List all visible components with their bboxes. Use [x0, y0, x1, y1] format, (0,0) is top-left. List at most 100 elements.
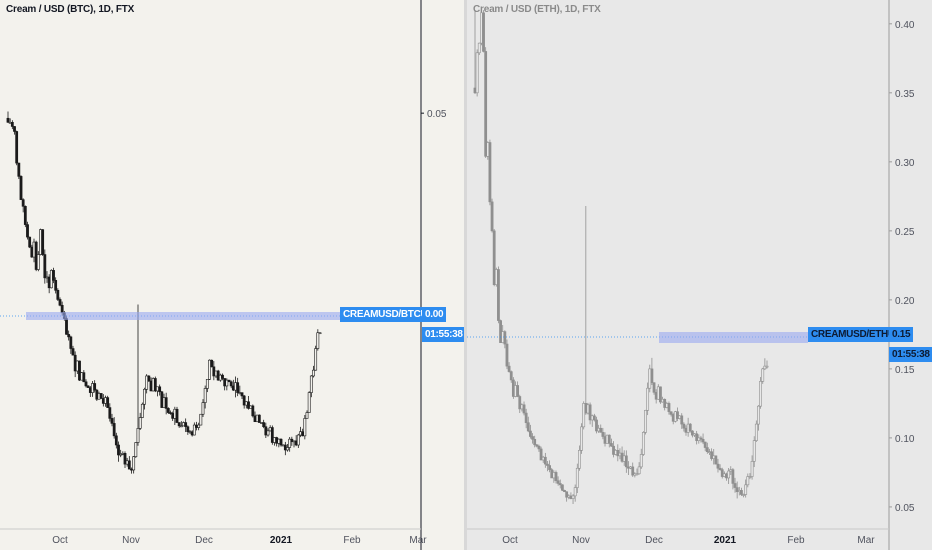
candle-body	[236, 382, 240, 393]
candle-body	[631, 466, 635, 476]
candle-body	[279, 438, 283, 446]
resistance-zone	[26, 312, 340, 320]
pane-divider[interactable]	[464, 0, 467, 550]
candle-body	[82, 372, 86, 383]
candle-body	[123, 453, 127, 465]
candle-body	[136, 428, 140, 443]
candle-body	[533, 438, 537, 446]
candle-body	[247, 401, 250, 409]
candle-body	[78, 360, 81, 381]
candle-body	[518, 396, 522, 410]
price-tag-btc: 0.00	[422, 307, 447, 322]
x-tick-label: Mar	[857, 535, 875, 546]
candle-body	[28, 236, 32, 248]
countdown-tag-eth: 01:55:38	[889, 347, 932, 362]
candle-body	[69, 336, 73, 349]
candle-body	[307, 392, 311, 413]
candle-body	[748, 476, 752, 478]
candle-body	[610, 443, 613, 447]
candle-body	[71, 348, 75, 356]
candle-body	[703, 441, 707, 448]
y-tick-label: 0.10	[895, 434, 915, 445]
x-tick-label: Dec	[195, 535, 213, 546]
candle-body	[106, 397, 110, 408]
candle-body	[199, 413, 203, 426]
candle-body	[580, 426, 583, 451]
candle-body	[10, 122, 14, 127]
chart-pane-eth[interactable]: 0.40 0.35 0.30 0.25 0.20 0.15 0.10 0.05 Oct Nov De…	[467, 0, 932, 550]
candle-body	[592, 415, 596, 421]
candle-body	[56, 290, 60, 300]
candle-body	[286, 447, 289, 451]
candle-body	[543, 456, 547, 465]
candle-body	[36, 254, 40, 270]
candle-body	[15, 131, 19, 164]
candle-body	[175, 408, 179, 423]
x-tick-label: Oct	[52, 535, 68, 546]
chart-title-btc: Cream / USD (BTC), 1D, FTX	[6, 4, 135, 15]
candle-body	[624, 455, 628, 468]
candle-body	[503, 331, 507, 345]
candle-body	[312, 369, 315, 377]
y-tick-label: 0.20	[895, 296, 915, 307]
candle-body	[531, 436, 534, 440]
candle-body	[184, 422, 188, 428]
candle-body	[522, 404, 526, 414]
candle-body	[86, 385, 90, 388]
candle-body	[203, 388, 207, 403]
candle-body	[718, 467, 722, 470]
x-tick-label: Dec	[645, 535, 663, 546]
candle-body	[67, 334, 71, 338]
candle-body	[682, 423, 686, 429]
candle-body	[524, 412, 528, 424]
candle-body	[229, 381, 233, 387]
candle-body	[571, 495, 575, 499]
candle-body	[761, 368, 765, 382]
chart-canvas-btc[interactable]: 0.05 Oct Nov Dec 2021 Feb Mar	[0, 0, 464, 550]
candle-body	[41, 229, 45, 255]
chart-canvas-eth[interactable]: 0.40 0.35 0.30 0.25 0.20 0.15 0.10 0.05 Oct Nov De…	[467, 0, 932, 550]
x-tick-label: Feb	[343, 535, 361, 546]
candle-body	[565, 491, 569, 498]
candle-body	[119, 453, 123, 456]
candle-body	[477, 42, 481, 54]
y-tick-label: 0.05	[427, 109, 447, 120]
candle-body	[179, 425, 183, 428]
candle-body	[240, 392, 244, 397]
candle-body	[757, 405, 760, 425]
candle-body	[537, 445, 541, 450]
candle-body	[556, 480, 560, 484]
candle-body	[595, 419, 598, 432]
candle-body	[752, 440, 756, 462]
candle-body	[699, 437, 703, 440]
candle-body	[58, 299, 62, 306]
y-tick-label: 0.30	[895, 158, 915, 169]
candle-body	[516, 385, 520, 397]
candle-body	[763, 365, 767, 370]
candle-body	[497, 269, 500, 321]
candle-body	[695, 433, 699, 441]
x-tick-label: Nov	[122, 535, 140, 546]
candle-body	[65, 318, 68, 335]
candle-body	[714, 455, 718, 465]
y-tick-label: 0.35	[895, 89, 915, 100]
candle-body	[140, 403, 144, 418]
candle-body	[93, 383, 97, 391]
y-tick-label: 0.05	[895, 503, 915, 514]
candle-body	[114, 435, 118, 446]
candle-body	[601, 432, 605, 437]
candle-body	[535, 444, 539, 447]
candle-body	[201, 402, 205, 415]
candle-body	[19, 176, 23, 200]
candle-body	[575, 467, 579, 488]
candle-body	[145, 375, 149, 390]
candle-body	[705, 447, 709, 453]
candle-body	[221, 374, 224, 379]
candle-body	[305, 412, 309, 419]
candle-body	[676, 411, 679, 419]
x-tick-label: Nov	[572, 535, 590, 546]
chart-pane-btc[interactable]: 0.05 Oct Nov Dec 2021 Feb Mar Cream / USD (BTC…	[0, 0, 464, 550]
price-tag-eth: 0.15	[889, 327, 914, 342]
candle-body	[23, 206, 27, 225]
candle-body	[316, 332, 320, 349]
